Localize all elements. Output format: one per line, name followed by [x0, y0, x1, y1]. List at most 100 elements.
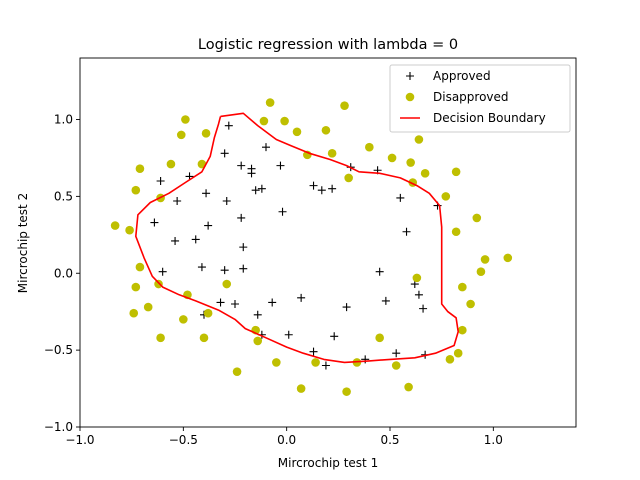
disapproved-point — [458, 282, 467, 292]
disapproved-point — [406, 158, 415, 167]
disapproved-point — [135, 164, 145, 173]
approved-point — [222, 196, 231, 205]
plot-area — [110, 98, 513, 396]
legend-label: Approved — [433, 69, 491, 83]
disapproved-point — [453, 348, 463, 358]
approved-point — [156, 177, 165, 185]
disapproved-point — [451, 167, 461, 177]
x-tick-label: 0.5 — [380, 433, 399, 447]
approved-point — [276, 161, 285, 170]
approved-point — [396, 193, 405, 202]
disapproved-point — [201, 129, 211, 138]
disapproved-point — [441, 192, 451, 201]
disapproved-point — [466, 299, 475, 309]
series-approved — [150, 121, 442, 370]
approved-point — [231, 300, 239, 308]
disapproved-point — [179, 315, 188, 324]
disapproved-point — [480, 255, 490, 264]
legend-box — [389, 64, 571, 133]
approved-point — [330, 332, 339, 341]
approved-point — [150, 218, 159, 227]
legend-approved-marker — [406, 72, 414, 80]
disapproved-point — [451, 227, 461, 237]
approved-point — [402, 227, 411, 236]
approved-point — [278, 207, 287, 216]
disapproved-point — [391, 361, 401, 370]
x-axis-label: Mircrochip test 1 — [278, 456, 378, 470]
disapproved-point — [135, 262, 145, 272]
approved-point — [202, 189, 211, 198]
disapproved-point — [404, 382, 413, 392]
disapproved-point — [129, 308, 139, 318]
disapproved-point — [131, 282, 141, 292]
disapproved-point — [458, 325, 467, 335]
disapproved-point — [131, 185, 141, 195]
disapproved-point — [476, 267, 486, 277]
legend-label: Decision Boundary — [433, 111, 546, 125]
approved-point — [328, 184, 337, 193]
approved-point — [220, 149, 229, 158]
y-tick-label: 0.0 — [54, 266, 73, 280]
approved-point — [268, 298, 277, 307]
y-axis-label: Mircrochip test 2 — [16, 193, 30, 293]
y-tick-label: −0.5 — [44, 343, 73, 357]
axes: −1.0 −0.5 0.0 0.5 1.0 −1.0 −0.5 0.0 0.5 1.0 — [44, 57, 577, 447]
x-tick-label: −1.0 — [65, 433, 94, 447]
disapproved-point — [272, 358, 281, 367]
disapproved-point — [327, 149, 337, 158]
approved-point — [191, 235, 200, 244]
disapproved-point — [222, 279, 232, 289]
approved-point — [321, 361, 330, 370]
disapproved-point — [387, 153, 397, 163]
disapproved-point — [143, 302, 153, 312]
approved-point — [297, 293, 306, 302]
approved-point — [239, 264, 248, 273]
disapproved-point — [344, 173, 353, 183]
disapproved-point — [125, 225, 134, 235]
approved-point — [381, 296, 390, 305]
disapproved-point — [321, 125, 331, 135]
disapproved-point — [420, 169, 430, 178]
decision-boundary-line — [135, 112, 460, 364]
approved-point — [317, 186, 326, 195]
disapproved-point — [445, 355, 455, 364]
legend-disapproved-marker — [405, 92, 415, 102]
approved-point — [257, 184, 266, 193]
disapproved-point — [503, 253, 513, 263]
x-tick-label: −0.5 — [169, 433, 198, 447]
disapproved-point — [342, 387, 351, 396]
approved-point — [173, 196, 182, 205]
approved-point — [237, 161, 246, 170]
y-tick-label: 0.5 — [54, 189, 73, 203]
disapproved-point — [176, 130, 186, 140]
x-tick-label: 1.0 — [484, 433, 503, 447]
legend-label: Disapproved — [433, 90, 509, 104]
disapproved-point — [292, 127, 302, 137]
x-tick-label: 0.0 — [277, 433, 296, 447]
disapproved-point — [340, 101, 349, 110]
approved-point — [392, 349, 401, 358]
disapproved-point — [280, 116, 289, 126]
disapproved-point — [296, 384, 306, 393]
approved-point — [158, 267, 167, 276]
disapproved-point — [156, 333, 165, 343]
approved-point — [220, 266, 229, 275]
plot-contents — [110, 98, 513, 396]
approved-point — [253, 310, 262, 319]
approved-point — [361, 355, 370, 364]
approved-point — [239, 243, 248, 252]
approved-point — [197, 263, 206, 272]
approved-point — [251, 186, 260, 195]
approved-point — [342, 303, 351, 312]
disapproved-point — [166, 159, 176, 169]
series-disapproved — [110, 98, 513, 396]
approved-point — [216, 298, 225, 307]
disapproved-point — [472, 213, 482, 223]
approved-point — [171, 236, 180, 245]
approved-point — [309, 181, 318, 190]
disapproved-point — [154, 279, 163, 289]
approved-point — [262, 143, 270, 152]
series-decision-boundary — [135, 112, 460, 364]
disapproved-point — [110, 221, 120, 230]
approved-point — [419, 304, 428, 313]
